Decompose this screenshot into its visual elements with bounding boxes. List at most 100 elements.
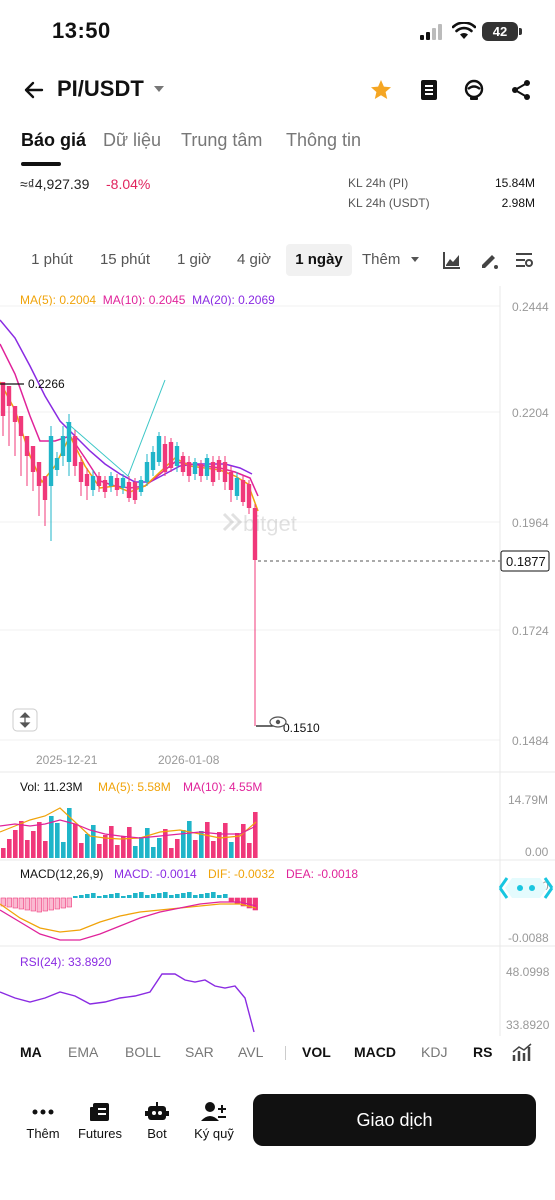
indicator-ma[interactable]: MA [20,1044,42,1060]
dif-label: DIF: -0.0032 [208,867,275,881]
vol-label: Vol: 11.23M [20,780,82,794]
favorite-star-icon[interactable] [369,78,393,102]
ma-legend: MA(5): 0.2004 MA(10): 0.2045 MA(20): 0.2… [20,293,275,307]
volume-bar [211,841,216,858]
candles [0,382,258,726]
interval-4h[interactable]: 4 giờ [236,251,272,268]
macd-bar [127,895,132,898]
floating-assistant-button[interactable] [498,877,554,899]
macd-bar [42,897,48,912]
tab-data[interactable]: Dữ liệu [103,130,162,150]
indicator-menu-icon[interactable] [512,1043,532,1063]
indicator-ema[interactable]: EMA [68,1044,99,1060]
volume-bar [79,843,84,858]
y-tick-label: 0.1724 [512,624,549,638]
chevron-down-icon[interactable] [153,85,165,93]
signal-icon [420,24,442,40]
macd-bar [193,895,198,898]
current-price-box [500,550,550,572]
watermark-text: bitget [243,511,297,536]
tab-underline [21,162,61,166]
candle-body [204,458,210,476]
interval-more[interactable]: Thêm [362,251,401,268]
ma20-label: MA(20): 0.2069 [192,293,275,307]
interval-15m[interactable]: 15 phút [99,251,151,268]
volume-bar [37,822,42,858]
macd-bar [246,897,252,909]
macd-min-label: -0.0088 [508,931,549,945]
candle-body [42,476,48,500]
macd-bar [223,894,228,898]
nav-futures[interactable]: Futures [65,1098,135,1141]
indicator-macd[interactable]: MACD [354,1044,396,1060]
volume-bar [73,824,78,858]
futures-icon [90,1103,109,1121]
draw-tool-icon[interactable] [479,250,499,270]
candle-body [168,442,174,468]
candle-body [192,462,198,474]
nav-bot[interactable]: Bot [122,1098,192,1141]
candle-body [84,474,90,486]
indicator-boll[interactable]: BOLL [125,1044,161,1060]
volume-bar [91,825,96,858]
macd-bar [60,897,66,909]
indicator-kdj[interactable]: KDJ [421,1044,448,1060]
indicator-divider [285,1046,286,1060]
candle-body [102,480,108,492]
candle-body [222,462,228,482]
volume-bar [229,842,234,858]
interval-1m[interactable]: 1 phút [31,251,73,268]
volume-bar [31,831,36,858]
candle-body [246,484,252,508]
volume-bar [187,821,192,858]
tab-center[interactable]: Trung tâm [181,130,263,150]
back-arrow-icon[interactable] [22,78,46,102]
volume-bar [163,829,168,858]
macd-bar [109,894,114,898]
macd-bar [121,896,126,898]
macd-bar [54,897,60,910]
macd-bar [85,894,90,898]
macd-bar [79,895,84,898]
signal-bot-icon[interactable] [462,78,486,102]
tab-quote[interactable]: Báo giá [21,130,87,150]
volume-bar [49,816,54,858]
macd-bar [115,893,120,898]
nav-more[interactable]: Thêm [8,1098,78,1141]
interval-1h[interactable]: 1 giờ [176,251,212,268]
candle-body [6,386,12,406]
eye-icon[interactable] [269,716,287,728]
volume-bar [157,838,162,858]
macd-bar [133,893,138,898]
bot-icon [145,1102,169,1120]
macd-bar [97,896,102,898]
rsi-min-label: 33.8920 [506,1018,550,1032]
nav-margin[interactable]: Ký quỹ [179,1098,249,1141]
pair-title[interactable]: PI/USDT [57,76,144,101]
candle-body [150,452,156,470]
indicator-settings-icon[interactable] [515,251,533,269]
indicator-vol[interactable]: VOL [302,1044,331,1060]
macd-bar [151,894,156,898]
indicator-avl[interactable]: AVL [238,1044,264,1060]
volume-bar [253,812,258,858]
candle-body [18,416,24,436]
notebook-icon[interactable] [418,78,440,102]
vertical-scale-button[interactable] [12,708,38,732]
macd-bar [157,893,162,898]
indicator-rsi[interactable]: RS [473,1044,493,1060]
trade-button[interactable]: Giao dịch [253,1094,536,1146]
indicator-sar[interactable]: SAR [185,1044,214,1060]
interval-1d[interactable]: 1 ngày [286,244,352,276]
tab-info[interactable]: Thông tin [286,130,362,150]
macd-bar [205,893,210,898]
macd-bar [217,895,222,898]
chart-type-icon[interactable] [443,251,461,269]
volume-bar [19,821,24,858]
share-icon[interactable] [509,78,533,102]
macd-bar [252,897,258,911]
candle-body [126,482,132,498]
price-chart[interactable]: bitget 0.2444 0.2204 0.1964 0.1724 0.148… [0,286,555,1036]
more-chevron-icon[interactable] [411,257,419,263]
volume-bar [55,823,60,858]
